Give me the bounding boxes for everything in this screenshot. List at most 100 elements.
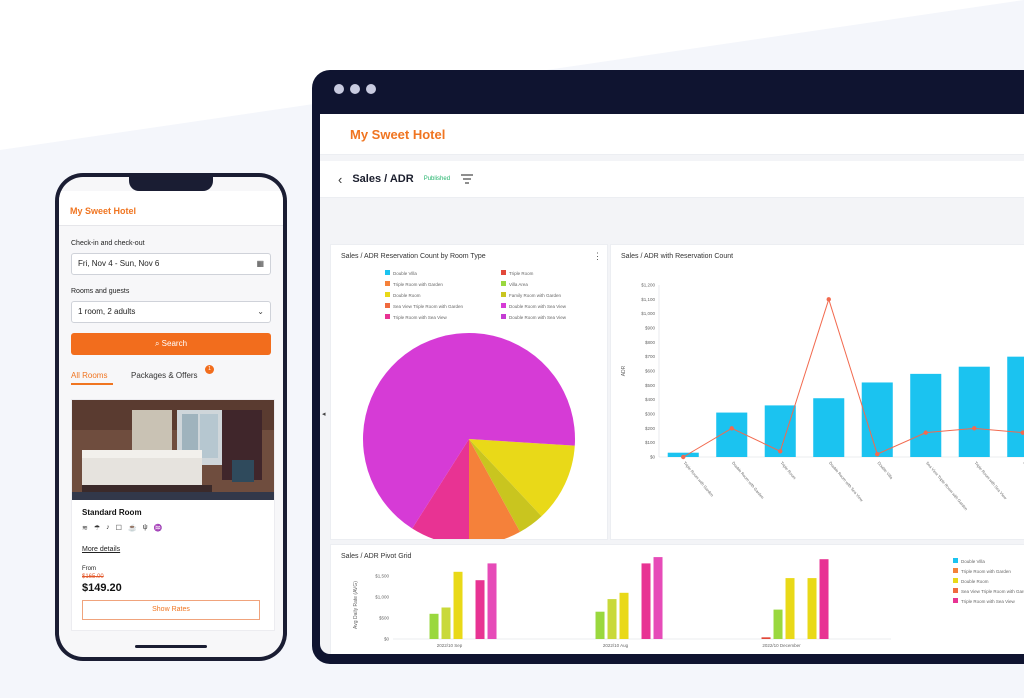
hairdryer-icon: ♪ xyxy=(106,524,110,531)
bar xyxy=(475,580,485,639)
bar xyxy=(785,578,795,639)
y-tick-label: $200 xyxy=(645,426,656,431)
line-point xyxy=(972,426,977,431)
line-point xyxy=(778,449,783,454)
date-field[interactable]: Fri, Nov 4 - Sun, Nov 6 ▦ xyxy=(71,253,271,275)
pie-chart-panel: Sales / ADR Reservation Count by Room Ty… xyxy=(330,244,608,545)
legend-swatch xyxy=(385,281,390,286)
tab-packages[interactable]: Packages & Offers xyxy=(131,371,198,380)
coffee-icon: ☕ xyxy=(127,525,137,532)
bar xyxy=(807,578,817,639)
tab-all-rooms[interactable]: All Rooms xyxy=(71,371,108,380)
window-dot xyxy=(334,84,344,94)
legend-label: Triple Room with Garden xyxy=(961,569,1011,574)
legend-swatch xyxy=(385,292,390,297)
legend-label: Triple Room xyxy=(509,271,534,276)
legend-label: Triple Room with Sea View xyxy=(961,599,1016,604)
dashboard-screen: My Sweet Hotel ‹ Sales / ADR Published S… xyxy=(320,114,1024,654)
price-from-label: From xyxy=(82,566,96,572)
bar xyxy=(487,563,497,639)
window-dot xyxy=(350,84,360,94)
bar xyxy=(813,398,845,457)
bar xyxy=(453,571,463,639)
line-point xyxy=(923,430,928,435)
phone-header: My Sweet Hotel xyxy=(59,191,283,226)
app-brand: My Sweet Hotel xyxy=(350,126,446,142)
guests-select[interactable]: 1 room, 2 adults ⌄ xyxy=(71,301,271,323)
minibar-icon: ☐ xyxy=(115,525,122,532)
legend-label: Double Room with Sea View xyxy=(509,304,567,309)
y-tick-label: $300 xyxy=(645,412,656,417)
more-options-icon[interactable]: ⋮ xyxy=(593,251,602,261)
line-point xyxy=(1020,430,1024,435)
x-tick-label: Triple Room with Garden xyxy=(682,460,714,497)
search-icon: ⌕ xyxy=(154,339,162,348)
bar xyxy=(773,609,783,639)
line-point xyxy=(729,426,734,431)
y-axis-label: ADR xyxy=(621,365,627,376)
y-tick-label: $600 xyxy=(645,369,656,374)
bar xyxy=(619,592,629,639)
pie-slice xyxy=(363,332,575,529)
bar xyxy=(441,607,451,639)
legend-swatch xyxy=(501,270,506,275)
legend-label: Double Room with Sea View xyxy=(509,315,567,320)
window-dots xyxy=(334,84,376,94)
search-button[interactable]: ⌕ Search xyxy=(71,333,271,355)
y-tick-label: $1,000 xyxy=(641,311,655,316)
y-tick-label: $1,000 xyxy=(375,595,389,600)
y-tick-label: $1,500 xyxy=(375,574,389,579)
combo-chart-title: Sales / ADR with Reservation Count xyxy=(621,253,734,260)
legend-label: Triple Room with Garden xyxy=(393,282,443,287)
line-point xyxy=(826,297,831,302)
pivot-chart: $0 $500 $1,000 $1,500 Avg Daily Rate (AVG) 20… xyxy=(353,557,1024,648)
wifi-icon: ≋ xyxy=(82,525,88,532)
legend-swatch xyxy=(953,568,958,573)
y-tick-label: $100 xyxy=(645,440,656,445)
active-tab-indicator xyxy=(71,383,113,385)
old-price: $165.00 xyxy=(82,574,104,580)
legend-swatch xyxy=(385,314,390,319)
legend-swatch xyxy=(501,303,506,308)
checkin-label: Check-in and check-out xyxy=(71,240,145,247)
phone-brand: My Sweet Hotel xyxy=(70,206,137,216)
filter-icon[interactable] xyxy=(460,173,474,185)
legend-label: Family Room with Garden xyxy=(509,293,562,298)
x-tick-label: 2022/10 Aug xyxy=(603,643,629,648)
combo-chart-panel: Sales / ADR with Reservation Count $0 $10… xyxy=(610,244,1024,540)
guests-label: Rooms and guests xyxy=(71,288,130,295)
more-details-link[interactable]: More details xyxy=(82,546,121,553)
y-tick-label: $0 xyxy=(384,637,390,642)
x-tick-label: Triple Room xyxy=(779,460,797,480)
bar xyxy=(910,373,942,457)
x-tick-label: Double Villa xyxy=(876,460,894,480)
legend-label: Sea View Triple Room with Garden xyxy=(961,589,1024,594)
show-rates-button[interactable]: Show Rates xyxy=(82,600,260,620)
published-badge: Published xyxy=(423,176,451,182)
room-name: Standard Room xyxy=(82,508,142,517)
date-value: Fri, Nov 4 - Sun, Nov 6 xyxy=(78,259,160,268)
legend-label: Double Room xyxy=(961,579,989,584)
x-tick-label: 2022/10 December xyxy=(762,643,801,648)
legend-swatch xyxy=(501,292,506,297)
legend-swatch xyxy=(953,578,958,583)
bar xyxy=(595,611,605,639)
combo-chart: $0 $100 $200 $300 $400 $500 $600 $700 $800 $900 $1… xyxy=(621,283,1024,511)
line-series xyxy=(682,297,1023,458)
report-title: Sales / ADR xyxy=(352,173,414,185)
legend-label: Double Villa xyxy=(961,559,985,564)
collapse-handle[interactable]: ◂ xyxy=(322,411,326,418)
line-point xyxy=(875,451,880,457)
bar xyxy=(607,599,617,639)
back-arrow-icon[interactable]: ‹ xyxy=(338,171,343,187)
x-tick-label: Triple Room with Sea View xyxy=(973,460,1008,500)
y-tick-label: $500 xyxy=(645,383,656,388)
y-tick-label: $1,100 xyxy=(641,297,655,302)
room-photo[interactable] xyxy=(72,400,274,500)
y-tick-label: $400 xyxy=(645,397,656,402)
bar xyxy=(819,559,829,639)
legend-label: Villa Area xyxy=(509,282,528,287)
report-toolbar: ‹ Sales / ADR Published xyxy=(320,161,1024,198)
x-tick-label: Sea View Triple Room with Garden xyxy=(925,460,969,511)
phone-frame: My Sweet Hotel Check-in and check-out Fr… xyxy=(55,173,287,661)
